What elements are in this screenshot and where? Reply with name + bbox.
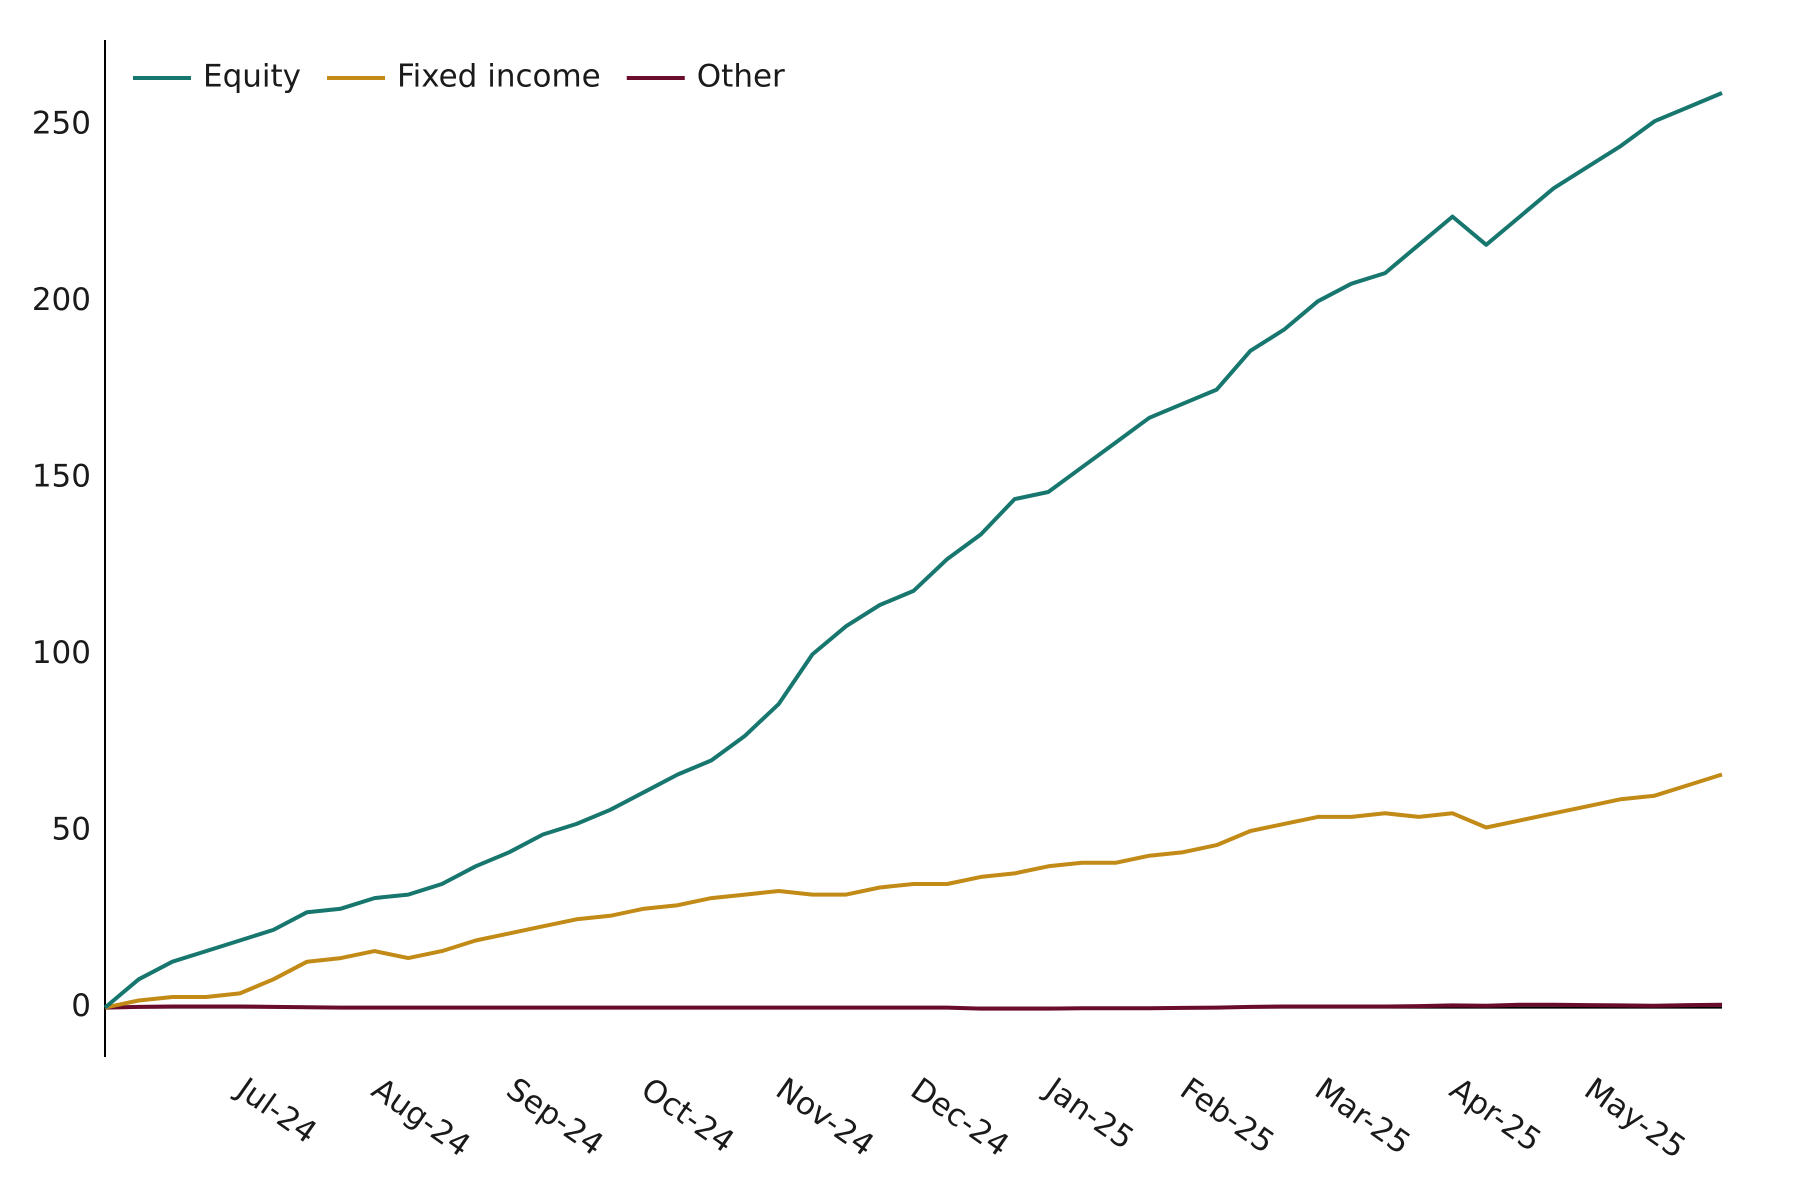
line: [104, 1002, 1723, 1011]
y-tick-label: 150: [32, 458, 91, 494]
x-tick-label: Apr-25: [1443, 1071, 1547, 1159]
y-tick-label: 50: [52, 812, 91, 848]
x-tick-label: Aug-24: [365, 1071, 477, 1164]
x-tick-label: Nov-24: [769, 1071, 880, 1164]
line: [103, 91, 1723, 1010]
x-tick-label: Jul-24: [229, 1070, 323, 1151]
x-tick-label: May-25: [1578, 1071, 1692, 1166]
x-tick-label: Mar-25: [1308, 1071, 1416, 1162]
y-tick-label: 250: [32, 105, 91, 141]
x-tick-label: Dec-24: [904, 1071, 1015, 1164]
y-tick-label: 0: [71, 988, 91, 1024]
legend-label: Equity: [203, 59, 301, 95]
x-tick-label: Sep-24: [500, 1071, 610, 1163]
x-tick-label: Jan-25: [1037, 1070, 1140, 1157]
x-tick-label: Oct-24: [635, 1071, 741, 1160]
y-tick-label: 200: [32, 282, 91, 318]
y-tick-label: 100: [32, 635, 91, 671]
x-tick-label: Feb-25: [1174, 1071, 1281, 1161]
legend-label: Other: [697, 59, 785, 95]
legend-label: Fixed income: [397, 59, 601, 95]
line: [104, 772, 1723, 1010]
